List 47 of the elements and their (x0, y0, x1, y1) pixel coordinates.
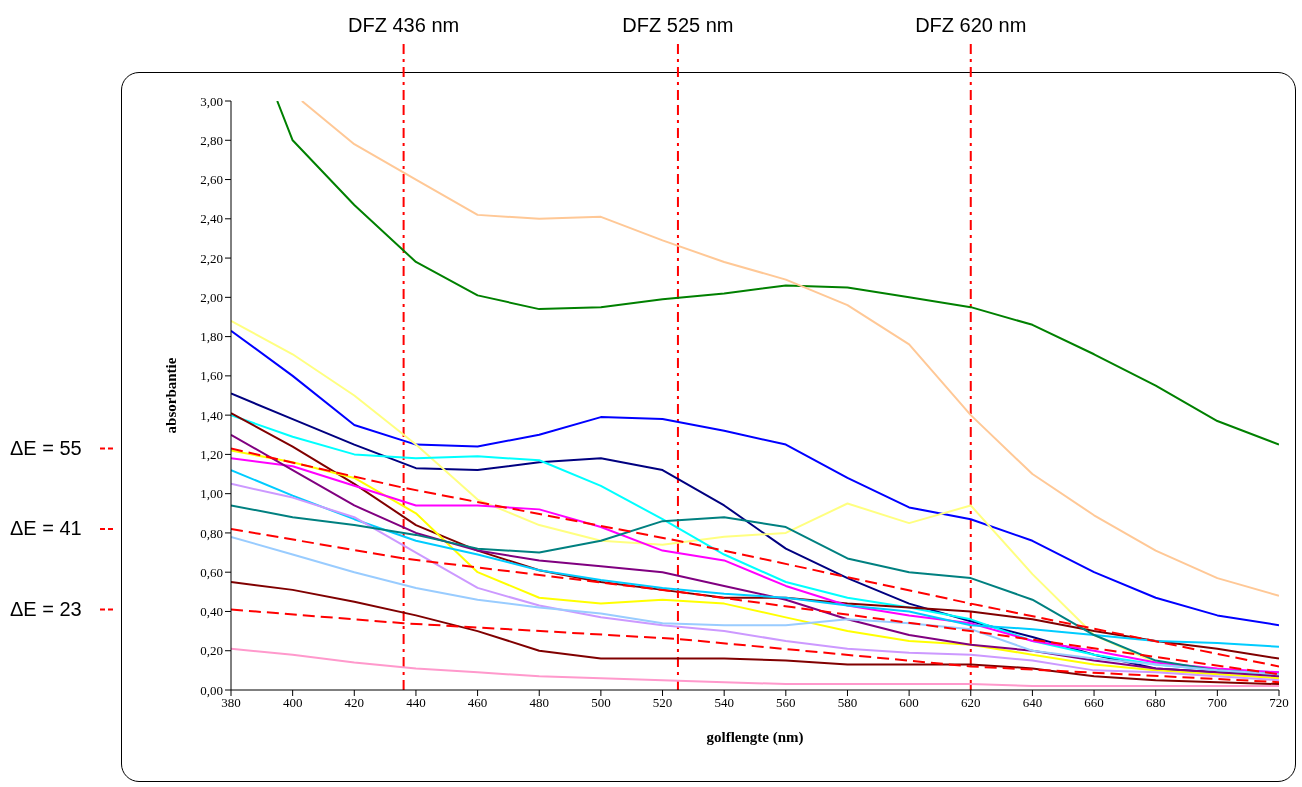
y-tick-label: 2,00 (200, 289, 223, 305)
ref-line-label: DFZ 620 nm (915, 14, 1027, 36)
y-tick-label: 0,80 (200, 525, 223, 541)
x-tick-label: 440 (406, 695, 426, 711)
y-tick-label: 0,20 (200, 643, 223, 659)
x-tick-label: 700 (1207, 695, 1228, 711)
y-tick-label: 2,80 (200, 132, 223, 148)
x-tick-label: 580 (837, 695, 858, 711)
line-series (276, 101, 1279, 446)
line-series (300, 101, 1279, 597)
y-tick-label: 3,00 (200, 93, 223, 109)
line-series (231, 329, 1279, 627)
y-tick-label: 1,40 (200, 407, 223, 423)
y-tick-label: 0,60 (200, 564, 223, 580)
x-tick-label: 460 (467, 695, 488, 711)
y-tick-label: 1,60 (200, 368, 223, 384)
x-tick-label: 420 (344, 695, 365, 711)
x-tick-label: 640 (1022, 695, 1043, 711)
y-tick-label: 2,40 (200, 211, 223, 227)
x-tick-label: 400 (282, 695, 303, 711)
y-tick-label: 2,20 (200, 250, 223, 266)
y-tick-label: 1,20 (200, 447, 223, 463)
y-axis-title: absorbantie (163, 357, 180, 434)
x-tick-label: 680 (1145, 695, 1166, 711)
x-tick-label: 720 (1269, 695, 1289, 711)
x-tick-label: 380 (221, 695, 241, 711)
y-tick-label: 1,80 (200, 329, 223, 345)
y-tick-label: 0,00 (200, 682, 223, 698)
x-tick-label: 520 (652, 695, 673, 711)
ref-line-label: DFZ 525 nm (622, 14, 734, 36)
y-tick-label: 0,40 (200, 604, 223, 620)
line-series (231, 469, 1279, 648)
x-axis-title: golflengte (nm) (706, 729, 804, 746)
legend-label: ΔE = 23 (10, 597, 82, 620)
legend-label: ΔE = 55 (10, 436, 82, 459)
x-tick-label: 660 (1084, 695, 1104, 711)
x-tick-label: 500 (591, 695, 611, 711)
ref-line-label: DFZ 436 nm (348, 14, 460, 36)
y-tick-label: 2,60 (200, 172, 223, 188)
legend-label: ΔE = 41 (10, 517, 82, 540)
x-tick-label: 480 (529, 695, 549, 711)
x-tick-label: 620 (961, 695, 981, 711)
line-series (231, 581, 1279, 686)
x-tick-label: 600 (899, 695, 919, 711)
x-tick-label: 540 (714, 695, 734, 711)
y-tick-label: 1,00 (200, 486, 223, 502)
x-tick-label: 560 (776, 695, 796, 711)
